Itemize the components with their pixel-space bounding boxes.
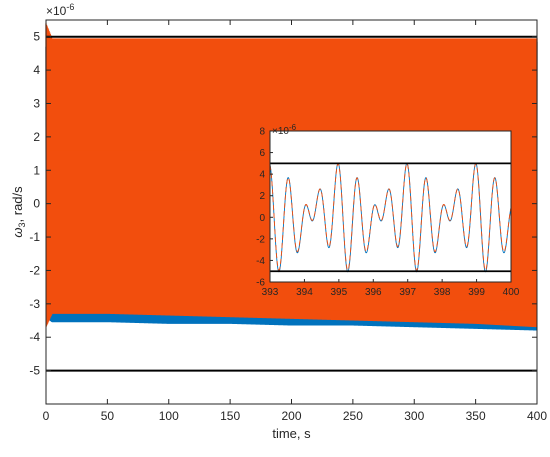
inset-y-tick-label: -2 xyxy=(256,234,265,245)
y-tick-label: 1 xyxy=(33,163,40,177)
inset-series-orange-line xyxy=(269,163,512,271)
inset-x-tick-label: 398 xyxy=(434,287,451,298)
inset-x-tick-label: 399 xyxy=(468,287,485,298)
inset-y-tick-label: 2 xyxy=(259,191,265,202)
y-tick-label: -2 xyxy=(29,263,40,277)
x-tick-label: 400 xyxy=(527,409,547,423)
x-tick-label: 150 xyxy=(220,409,240,423)
x-tick-label: 50 xyxy=(101,409,115,423)
y-tick-label: -1 xyxy=(29,230,40,244)
inset-plot-area xyxy=(270,131,511,282)
x-tick-label: 250 xyxy=(343,409,363,423)
y-axis-label: ω3, rad/s xyxy=(10,186,27,238)
inset-y-tick-label: 0 xyxy=(259,213,265,224)
inset-y-tick-label: 8 xyxy=(259,127,265,138)
x-tick-label: 0 xyxy=(43,409,50,423)
y-tick-label: 3 xyxy=(33,96,40,110)
x-tick-label: 300 xyxy=(404,409,424,423)
exponent-label: ×10-6 xyxy=(46,2,74,18)
inset-x-tick-label: 395 xyxy=(331,287,348,298)
inset-y-tick-label: 6 xyxy=(259,148,265,159)
inset-x-tick-label: 396 xyxy=(365,287,382,298)
y-tick-label: 2 xyxy=(33,130,40,144)
inset-x-tick-label: 394 xyxy=(296,287,313,298)
inset-y-tick-label: -4 xyxy=(256,256,265,267)
y-tick-label: -5 xyxy=(29,364,40,378)
y-tick-label: 5 xyxy=(33,30,40,44)
inset-x-tick-label: 393 xyxy=(262,287,279,298)
y-tick-label: -4 xyxy=(29,330,40,344)
y-tick-label: 0 xyxy=(33,197,40,211)
inset-frame xyxy=(269,130,512,283)
x-tick-label: 200 xyxy=(281,409,301,423)
inset-y-tick-label: 4 xyxy=(259,170,265,181)
inset-y-tick-label: -6 xyxy=(256,278,265,289)
x-axis-label: time, s xyxy=(272,426,311,441)
x-tick-label: 350 xyxy=(466,409,486,423)
inset-x-tick-label: 400 xyxy=(503,287,520,298)
inset-exponent-power: -6 xyxy=(289,123,297,132)
y-tick-label: 4 xyxy=(33,63,40,77)
inset-x-tick-label: 397 xyxy=(399,287,416,298)
exponent-power: -6 xyxy=(66,2,74,12)
x-tick-label: 100 xyxy=(159,409,179,423)
y-tick-label: -3 xyxy=(29,297,40,311)
